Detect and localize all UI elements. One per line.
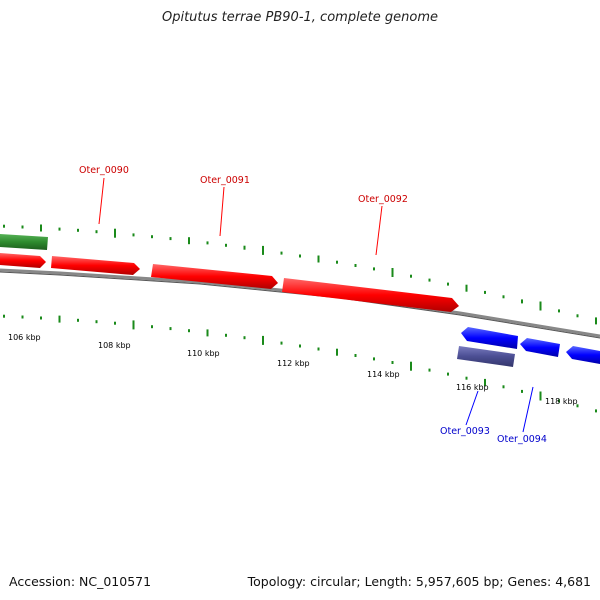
gene-leader-line <box>375 205 383 256</box>
tick-label: 112 kbp <box>277 359 310 368</box>
gene-leader-line <box>219 186 225 237</box>
gene-arrow-oter-0092 <box>282 278 459 312</box>
gene-label-oter-0094: Oter_0094 <box>497 434 547 445</box>
gene-arrow-oter-0090 <box>51 256 140 275</box>
coordinate-ticks: 106 kbp 108 kbp 110 kbp 112 kbp 114 kbp … <box>8 333 578 406</box>
other-forward-feature <box>0 234 48 250</box>
gene-label-oter-0093: Oter_0093 <box>440 426 490 437</box>
tick-label: 110 kbp <box>187 349 220 358</box>
tick-label: 106 kbp <box>8 333 41 342</box>
tick-label: 118 kbp <box>545 397 578 406</box>
gene-leader-line <box>465 390 479 426</box>
lower-gc-track <box>3 314 597 413</box>
gene-label-oter-0090: Oter_0090 <box>79 165 129 176</box>
gene-arrow-oter-0093 <box>461 327 518 349</box>
gene-leader-line <box>522 386 534 433</box>
genome-summary-text: Topology: circular; Length: 5,957,605 bp… <box>247 574 591 589</box>
accession-text: Accession: NC_010571 <box>9 574 152 589</box>
upper-gc-track <box>3 224 597 325</box>
gene-arrow-forward <box>0 253 46 268</box>
gene-labels: Oter_0090 Oter_0091 Oter_0092 Oter_0093 … <box>79 165 547 445</box>
tick-label: 116 kbp <box>456 383 489 392</box>
gene-arrow-reverse-edge <box>566 346 600 364</box>
tick-label: 108 kbp <box>98 341 131 350</box>
gene-leader-line <box>98 177 105 225</box>
gene-arrow-oter-0094 <box>520 338 560 357</box>
gene-label-oter-0092: Oter_0092 <box>358 194 408 205</box>
other-reverse-feature <box>457 346 515 367</box>
gene-label-oter-0091: Oter_0091 <box>200 175 250 186</box>
gene-arrow-oter-0091 <box>151 264 278 289</box>
genome-backbone <box>0 268 600 338</box>
tick-label: 114 kbp <box>367 370 400 379</box>
genome-title: Opitutus terrae PB90-1, complete genome <box>161 10 439 25</box>
